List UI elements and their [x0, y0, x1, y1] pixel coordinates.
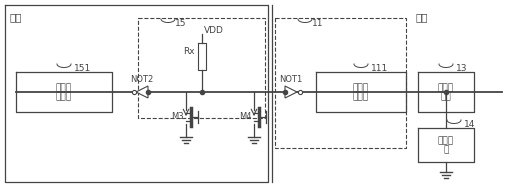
Text: 件: 件 — [443, 145, 449, 154]
Text: 收电路: 收电路 — [353, 92, 369, 101]
Text: 11: 11 — [312, 19, 324, 28]
Text: 111: 111 — [371, 64, 388, 73]
Text: NOT1: NOT1 — [280, 75, 303, 84]
Text: 从机: 从机 — [415, 12, 428, 22]
Text: 15: 15 — [175, 19, 186, 28]
Text: NOT2: NOT2 — [131, 75, 154, 84]
Text: 14: 14 — [464, 120, 475, 129]
Text: 电阔组: 电阔组 — [438, 136, 454, 145]
Polygon shape — [285, 86, 297, 98]
Text: 13: 13 — [456, 64, 467, 73]
Text: 收电路: 收电路 — [56, 92, 72, 101]
Text: VDD: VDD — [204, 26, 224, 35]
Text: 151: 151 — [74, 64, 91, 73]
Text: 第一接: 第一接 — [353, 83, 369, 92]
Text: Rx: Rx — [183, 47, 195, 56]
Text: M3: M3 — [172, 111, 184, 120]
Polygon shape — [136, 86, 148, 98]
Text: 电路: 电路 — [441, 92, 452, 101]
Text: M4: M4 — [240, 111, 252, 120]
Text: 主机: 主机 — [9, 12, 22, 22]
Text: 第二接: 第二接 — [56, 83, 72, 92]
Text: 上下拉: 上下拉 — [438, 83, 454, 92]
